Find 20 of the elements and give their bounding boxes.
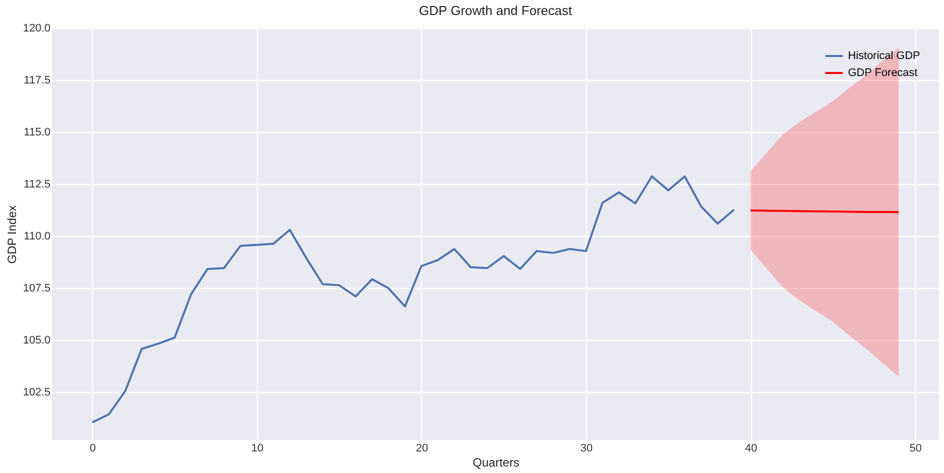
y-tick-label: 112.5 — [24, 178, 50, 191]
x-tick-label: 30 — [580, 442, 593, 454]
y-tick-label: 115.0 — [24, 126, 50, 139]
legend-label: GDP Forecast — [848, 67, 918, 79]
y-axis-title: GDP Index — [4, 205, 19, 264]
x-axis-title: Quarters — [472, 456, 520, 470]
line-series — [91, 175, 736, 424]
chart-title: GDP Growth and Forecast — [419, 3, 572, 18]
y-tick-label: 102.5 — [22, 386, 50, 399]
y-tick-label: 107.5 — [22, 282, 50, 295]
x-tick-label: 40 — [744, 442, 758, 454]
y-tick-label: 105.0 — [22, 334, 50, 347]
x-tick-label: 10 — [251, 442, 264, 454]
legend-label: Historical GDP — [848, 50, 920, 62]
y-tick-label: 117.5 — [24, 74, 50, 87]
x-tick-label: 20 — [416, 442, 428, 454]
y-tick-label: 110.0 — [24, 230, 50, 243]
x-tick-label: 50 — [910, 442, 922, 454]
x-tick-label: 0 — [90, 442, 96, 454]
y-tick-label: 120.0 — [22, 22, 50, 34]
